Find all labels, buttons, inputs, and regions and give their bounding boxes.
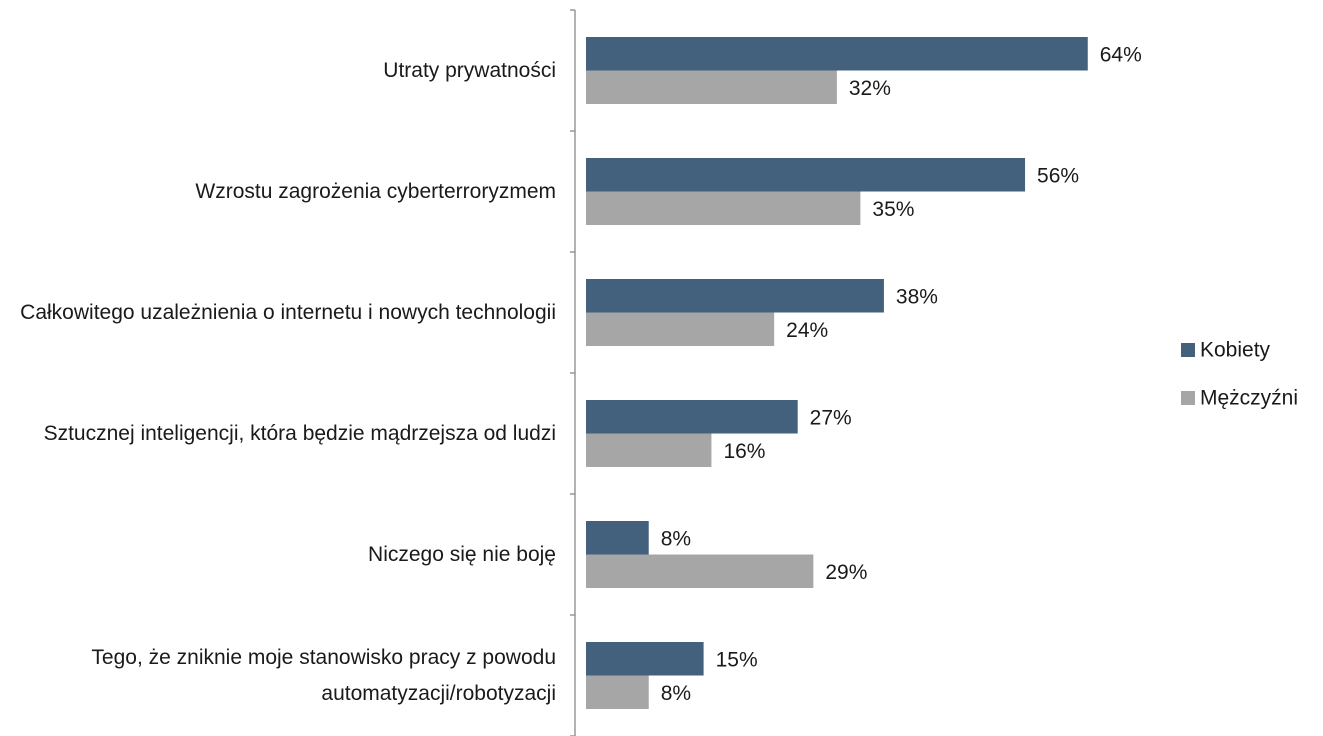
- bar: [586, 642, 704, 676]
- value-label: 56%: [1037, 164, 1079, 187]
- bar: [586, 675, 649, 709]
- category-label: Sztucznej inteligencji, która będzie mąd…: [43, 421, 556, 445]
- legend-swatch: [1181, 343, 1195, 357]
- category-label: Tego, że zniknie moje stanowisko pracy z…: [91, 645, 556, 705]
- category-label: Niczego się nie boję: [368, 542, 556, 566]
- value-label: 24%: [786, 319, 828, 342]
- legend-swatch: [1181, 391, 1195, 405]
- legend-label: Mężczyźni: [1200, 387, 1298, 410]
- value-label: 27%: [810, 406, 852, 429]
- bar: [586, 279, 884, 313]
- bar: [586, 70, 837, 104]
- value-label: 8%: [661, 682, 691, 705]
- category-label: Utraty prywatności: [383, 58, 556, 82]
- category-label: Wzrostu zagrożenia cyberterroryzmem: [195, 179, 556, 203]
- value-label: 32%: [849, 77, 891, 100]
- bar: [586, 400, 798, 434]
- value-label: 29%: [825, 561, 867, 584]
- bar: [586, 433, 712, 467]
- value-label: 64%: [1100, 43, 1142, 66]
- value-label: 35%: [872, 198, 914, 221]
- category-label: Całkowitego uzależnienia o internetu i n…: [20, 300, 556, 324]
- bar: [586, 37, 1088, 71]
- value-label: 38%: [896, 285, 938, 308]
- bar: [586, 191, 861, 225]
- bar: [586, 312, 775, 346]
- legend-label: Kobiety: [1200, 339, 1271, 362]
- bar: [586, 158, 1026, 192]
- value-label: 15%: [716, 648, 758, 671]
- value-label: 8%: [661, 527, 691, 550]
- value-label: 16%: [723, 440, 765, 463]
- bar: [586, 521, 649, 555]
- bar: [586, 554, 814, 588]
